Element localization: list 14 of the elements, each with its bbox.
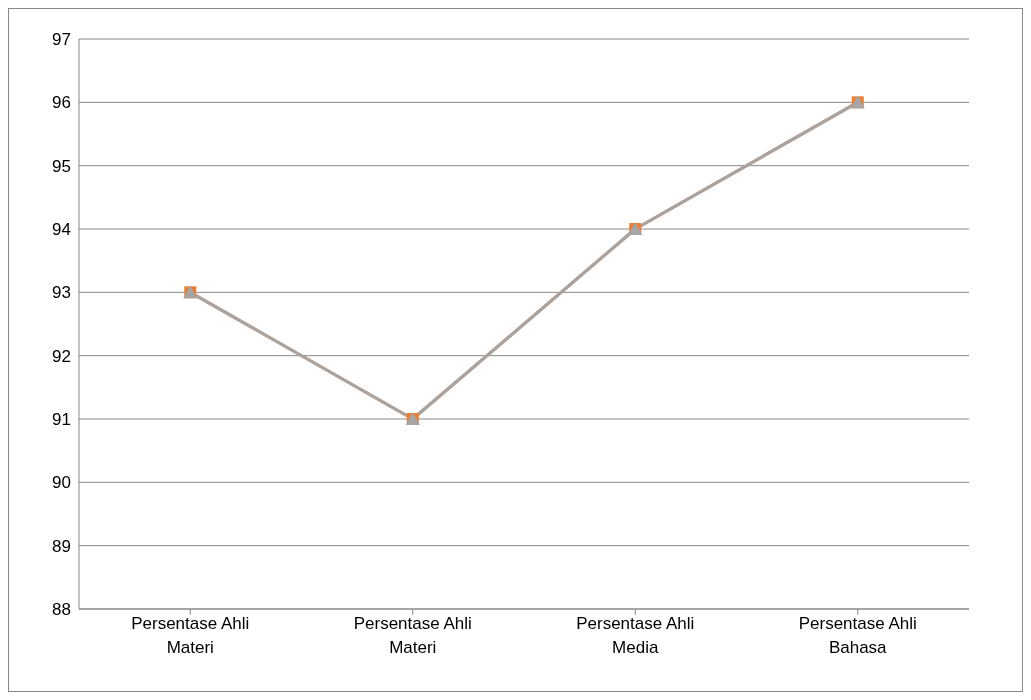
y-tick-label: 97: [52, 30, 71, 50]
y-tick-label: 94: [52, 220, 71, 240]
y-tick-label: 93: [52, 283, 71, 303]
x-tick-label: Persentase Ahli Materi: [353, 614, 472, 657]
x-tick-label: Persentase Ahli Media: [576, 614, 695, 657]
y-tick-label: 88: [52, 600, 71, 620]
y-tick-label: 90: [52, 473, 71, 493]
y-tick-label: 92: [52, 346, 71, 366]
y-tick-label: 95: [52, 156, 71, 176]
x-tick-label: Persentase Ahli Materi: [131, 614, 250, 657]
y-tick-label: 89: [52, 536, 71, 556]
y-tick-label: 91: [52, 410, 71, 430]
x-tick-label: Persentase Ahli Bahasa: [798, 614, 917, 657]
y-tick-label: 96: [52, 93, 71, 113]
